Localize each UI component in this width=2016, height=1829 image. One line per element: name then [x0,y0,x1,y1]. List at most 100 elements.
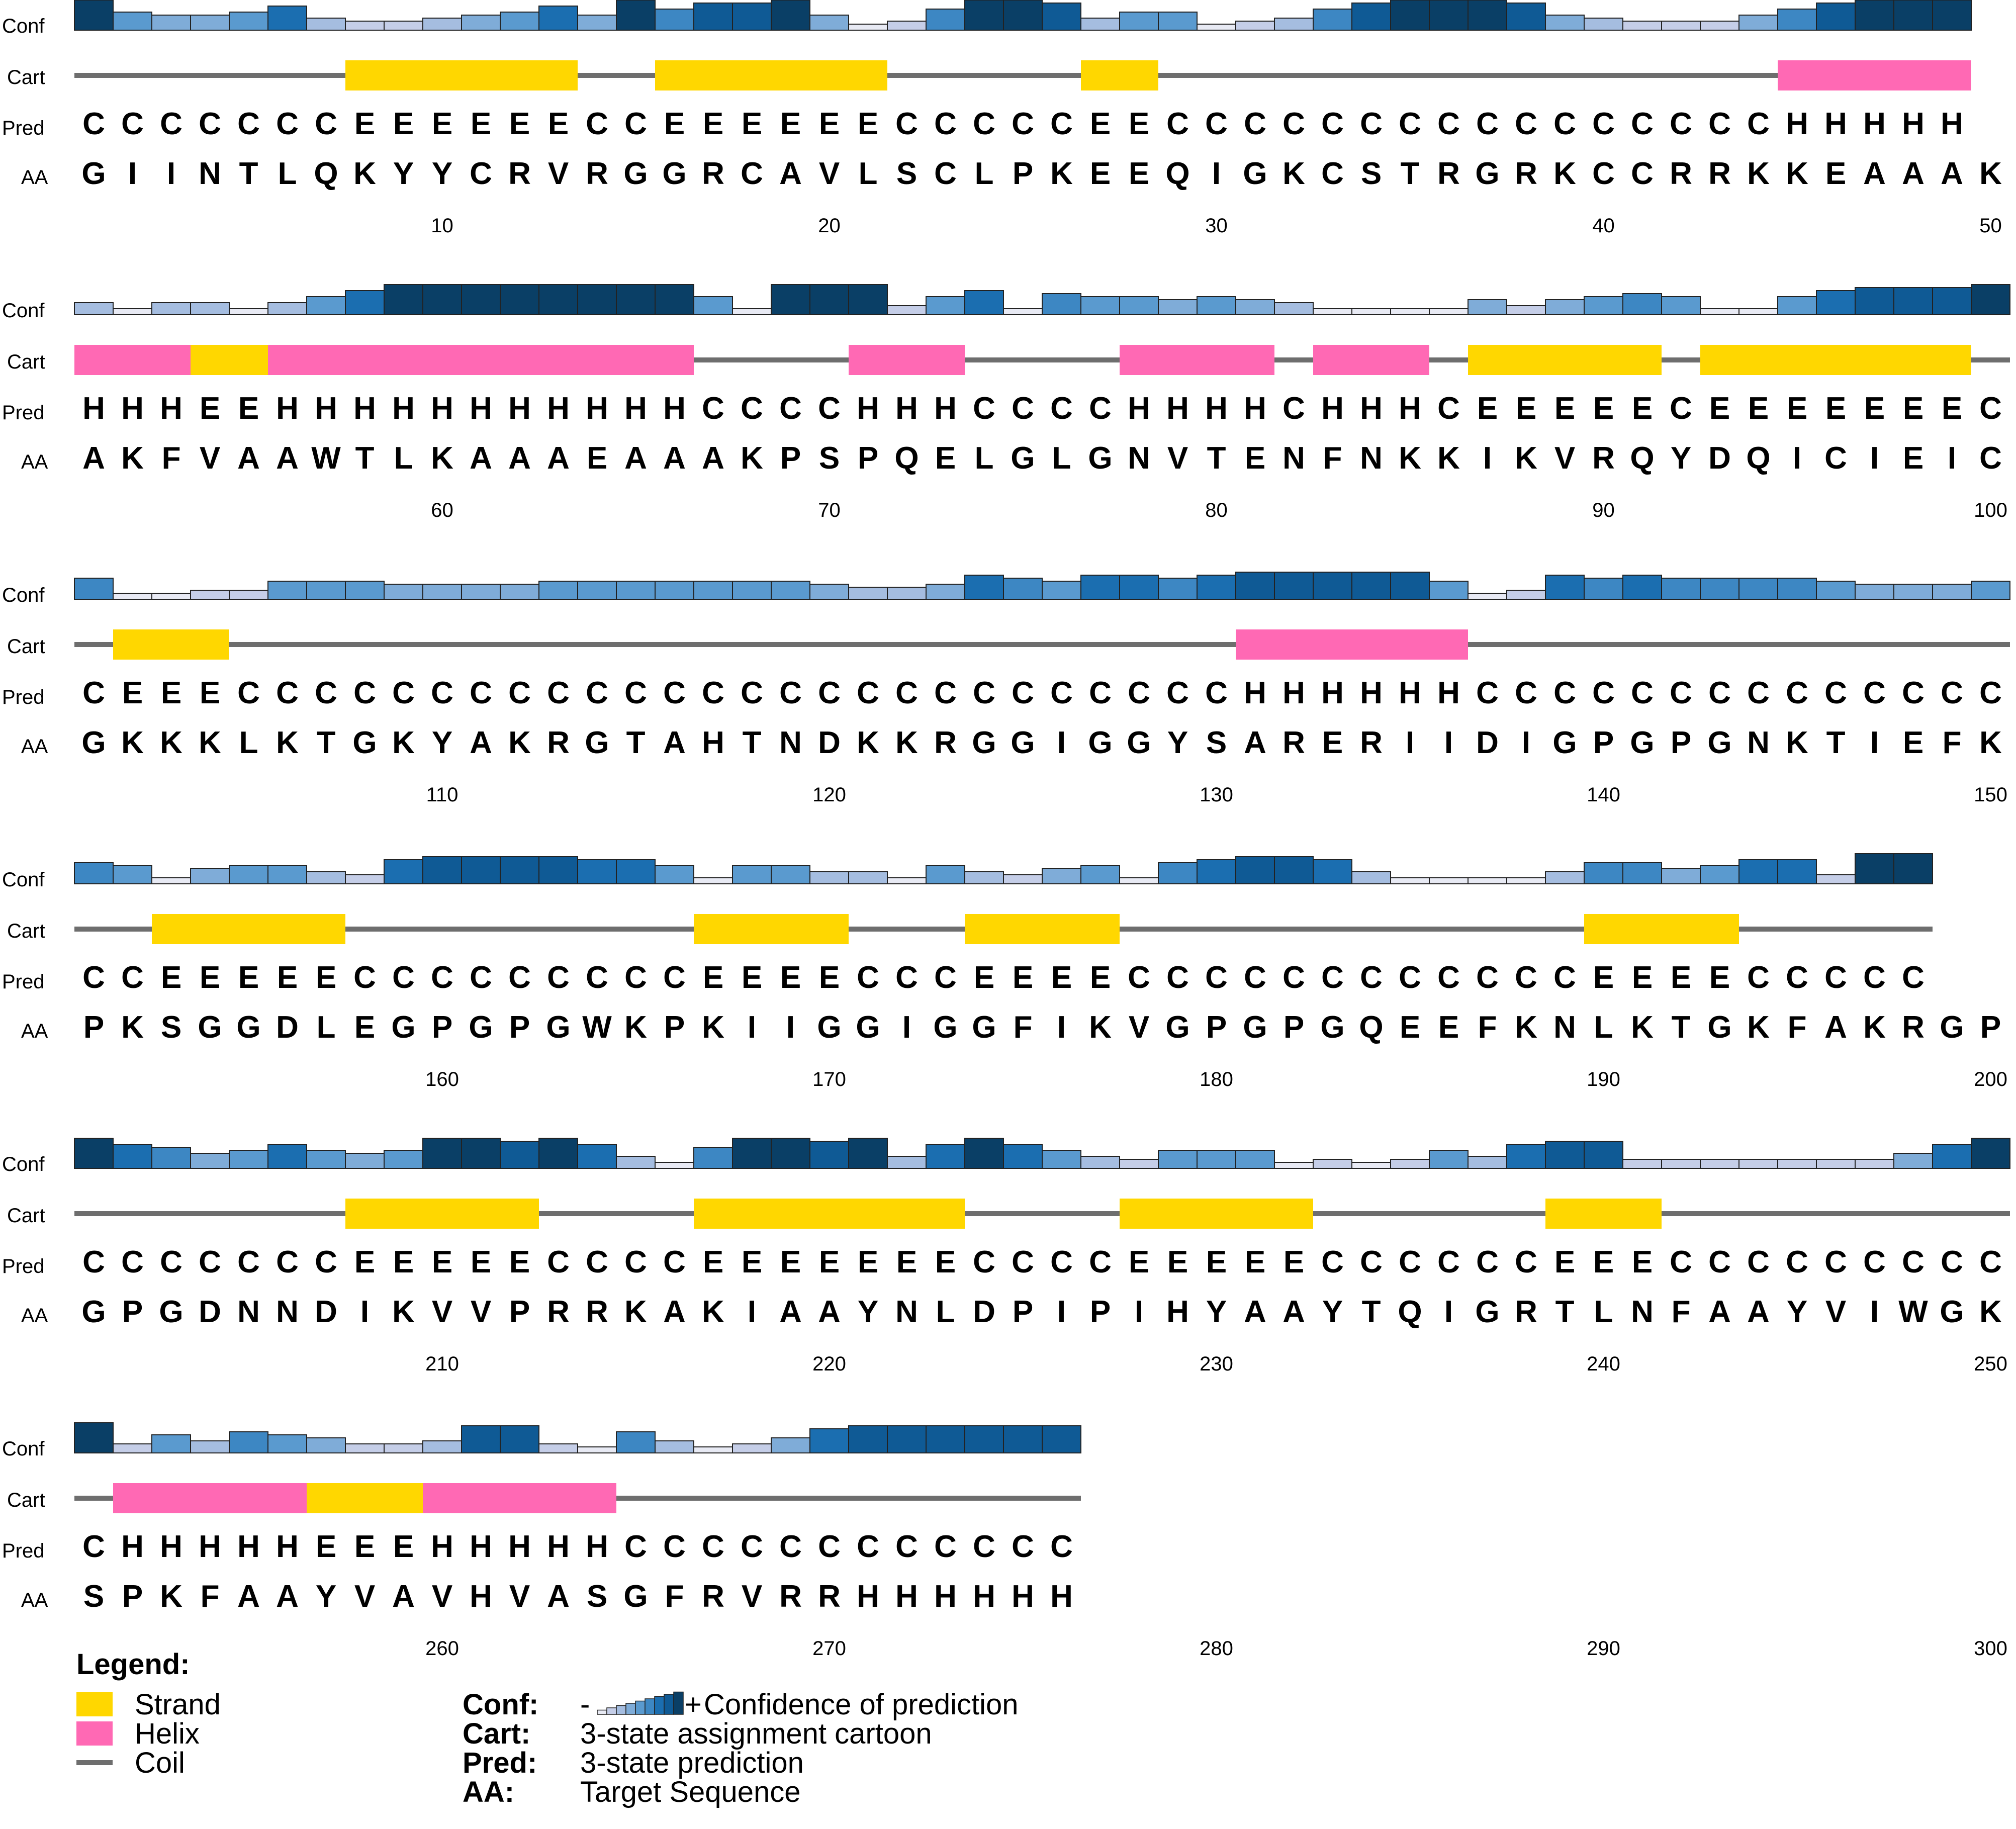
pred-letter: E [1709,960,1730,995]
confidence-bar [1235,572,1275,600]
aa-letter: Y [393,156,414,191]
pred-letter: E [858,107,878,141]
position-tick: 40 [1592,215,1615,237]
aa-letter: S [83,1579,104,1614]
aa-letter: G [352,725,377,760]
aa-letter: Y [432,156,452,191]
confidence-bar [306,1437,346,1453]
confidence-bar [74,578,114,600]
aa-letter: T [1401,156,1420,191]
aa-letter: H [973,1579,995,1614]
pred-letter: C [586,1245,608,1279]
strand-segment [113,629,229,660]
pred-letter: H [1282,676,1305,710]
confidence-bar [461,584,501,600]
confidence-bar [1003,308,1043,315]
pred-letter: E [471,1245,491,1279]
aa-letter: K [1786,156,1808,191]
confidence-bar [1700,1159,1739,1169]
confidence-bar [384,859,423,884]
confidence-bar [1932,287,1972,315]
legend-key: Cart: [463,1717,530,1750]
confidence-bar [616,859,656,884]
confidence-bar [267,865,307,884]
confidence-bar [1003,0,1043,31]
aa-letter: R [1437,156,1460,191]
aa-letter: D [276,1010,299,1045]
confidence-bar [1235,856,1275,884]
aa-letter: P [509,1010,530,1045]
aa-letter: R [547,1295,570,1329]
pred-letter: H [1244,676,1266,710]
pred-letter: E [1632,391,1653,426]
confidence-bar [500,584,539,600]
aa-letter: Q [894,441,919,476]
position-tick: 140 [1587,784,1620,806]
pred-letter: E [1671,960,1691,995]
pred-letter: C [508,960,531,995]
pred-letter: E [1129,1245,1149,1279]
aa-letter: P [1284,1010,1304,1045]
position-tick: 130 [1200,784,1233,806]
aa-letter: F [665,1579,684,1614]
confidence-bar [190,590,230,600]
aa-letter: E [1400,1010,1420,1045]
confidence-bar [1622,293,1662,315]
legend-item-label: Strand [135,1688,221,1721]
pred-letter: C [1476,107,1499,141]
confidence-bar [1119,1159,1159,1169]
confidence-bar [732,865,772,884]
confidence-bar [74,0,114,31]
aa-letter: K [1979,1295,2002,1329]
pred-letter: E [1593,391,1614,426]
pred-letter: C [702,676,724,710]
aa-letter: F [201,1579,220,1614]
confidence-bar [848,587,888,600]
confidence-bar [1506,590,1546,600]
confidence-bar [577,1446,617,1453]
position-tick: 180 [1200,1068,1233,1090]
strand-segment [694,1199,965,1229]
confidence-bar [1468,0,1507,31]
pred-letter: E [703,1245,723,1279]
confidence-bar [655,9,694,31]
confidence-bar [306,296,346,315]
pred-letter: E [858,1245,878,1279]
confidence-bar [926,9,965,31]
conf-scale-bar [664,1694,674,1715]
confidence-bar [151,593,191,600]
pred-letter: E [1051,960,1072,995]
position-tick: 160 [425,1068,459,1090]
pred-letter: C [1360,107,1383,141]
confidence-bar [1584,862,1623,884]
confidence-bar [693,296,733,315]
pred-letter: C [1089,676,1112,710]
aa-letter: A [82,441,105,476]
aa-letter: K [1437,441,1460,476]
pred-letter: H [1437,676,1460,710]
pred-letter: C [702,1529,724,1564]
confidence-bar [655,581,694,600]
aa-letter: T [317,725,336,760]
pred-letter: C [1592,107,1615,141]
confidence-bar [500,856,539,884]
aa-letter: G [856,1010,880,1045]
legend-conf-plus: + [685,1688,702,1721]
aa-letter: H [470,1579,492,1614]
confidence-bar [1429,308,1469,315]
pred-letter: C [934,676,957,710]
confidence-bar [229,1431,268,1453]
strand-segment [1081,60,1158,90]
pred-letter: E [974,960,994,995]
pred-letter: C [624,1529,647,1564]
aa-letter: P [122,1295,143,1329]
pred-letter: C [1631,107,1654,141]
aa-letter: E [354,1010,375,1045]
aa-letter: I [1444,725,1453,760]
pred-letter: H [237,1529,260,1564]
aa-letter: N [779,725,802,760]
aa-letter: C [1321,156,1344,191]
aa-letter: P [122,1579,143,1614]
aa-letter: Y [316,1579,336,1614]
